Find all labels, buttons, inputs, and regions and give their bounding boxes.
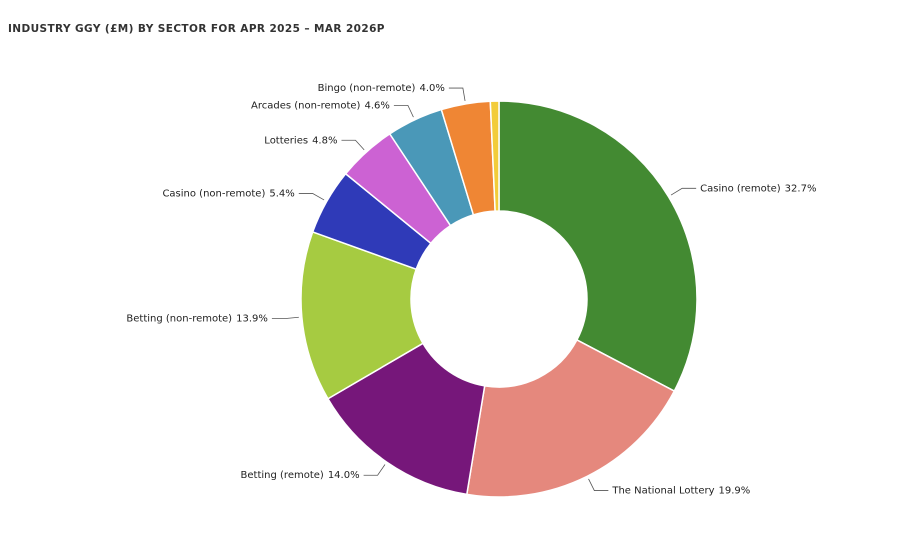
value-label: 19.9% bbox=[719, 486, 751, 497]
category-label: Bingo (non-remote) bbox=[318, 83, 416, 94]
leader-line bbox=[588, 478, 609, 491]
value-label: 4.0% bbox=[419, 83, 444, 94]
category-label: Casino (remote) bbox=[700, 183, 781, 194]
value-label: 14.0% bbox=[328, 470, 360, 481]
category-label: Lotteries bbox=[264, 135, 308, 146]
donut-slice bbox=[326, 342, 486, 496]
slice-label: Arcades (non-remote) 4.6% bbox=[251, 100, 390, 111]
leader-line bbox=[393, 104, 414, 118]
donut-slice bbox=[465, 338, 676, 498]
donut-slice bbox=[489, 100, 500, 212]
leader-line bbox=[670, 187, 697, 196]
slice-label: Lotteries 4.8% bbox=[264, 135, 337, 146]
category-label: Arcades (non-remote) bbox=[251, 100, 361, 111]
leader-line bbox=[363, 464, 386, 476]
leader-line bbox=[298, 193, 325, 201]
slice-label: Casino (non-remote) 5.4% bbox=[162, 189, 294, 200]
value-label: 4.6% bbox=[364, 100, 389, 111]
value-label: 13.9% bbox=[236, 313, 268, 324]
slice-label: Betting (remote) 14.0% bbox=[241, 470, 360, 481]
slice-label: Betting (non-remote) 13.9% bbox=[126, 313, 267, 324]
value-label: 32.7% bbox=[785, 183, 817, 194]
category-label: The National Lottery bbox=[611, 486, 714, 497]
slice-label: Bingo (non-remote) 4.0% bbox=[318, 83, 445, 94]
leader-line bbox=[341, 139, 365, 151]
value-label: 5.4% bbox=[269, 189, 294, 200]
donut-slice bbox=[300, 230, 425, 400]
value-label: 4.8% bbox=[312, 135, 337, 146]
slice-label: Casino (remote) 32.7% bbox=[700, 183, 816, 194]
donut-slice bbox=[498, 100, 698, 393]
category-label: Betting (remote) bbox=[241, 470, 324, 481]
leader-line bbox=[271, 316, 299, 319]
leader-line bbox=[448, 87, 466, 101]
category-label: Betting (non-remote) bbox=[126, 313, 232, 324]
chart-title: INDUSTRY GGY (£M) BY SECTOR FOR APR 2025… bbox=[8, 23, 385, 35]
slice-label: The National Lottery 19.9% bbox=[611, 486, 750, 497]
category-label: Casino (non-remote) bbox=[162, 189, 265, 200]
